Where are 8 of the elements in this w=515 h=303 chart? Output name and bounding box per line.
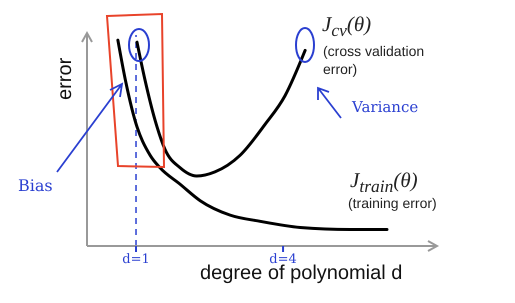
annotation: Variance bbox=[352, 98, 420, 118]
annotation: (cross validation error) bbox=[323, 42, 426, 78]
x-tick-label: d=1 bbox=[122, 252, 150, 268]
y-axis-title: error bbox=[54, 58, 77, 100]
series-label: J$_{cv}$(θ) bbox=[322, 12, 372, 40]
series-label: J$_{train}$(θ) bbox=[350, 168, 418, 196]
annotation: (training error) bbox=[348, 194, 438, 212]
text: Bias bbox=[18, 176, 54, 197]
